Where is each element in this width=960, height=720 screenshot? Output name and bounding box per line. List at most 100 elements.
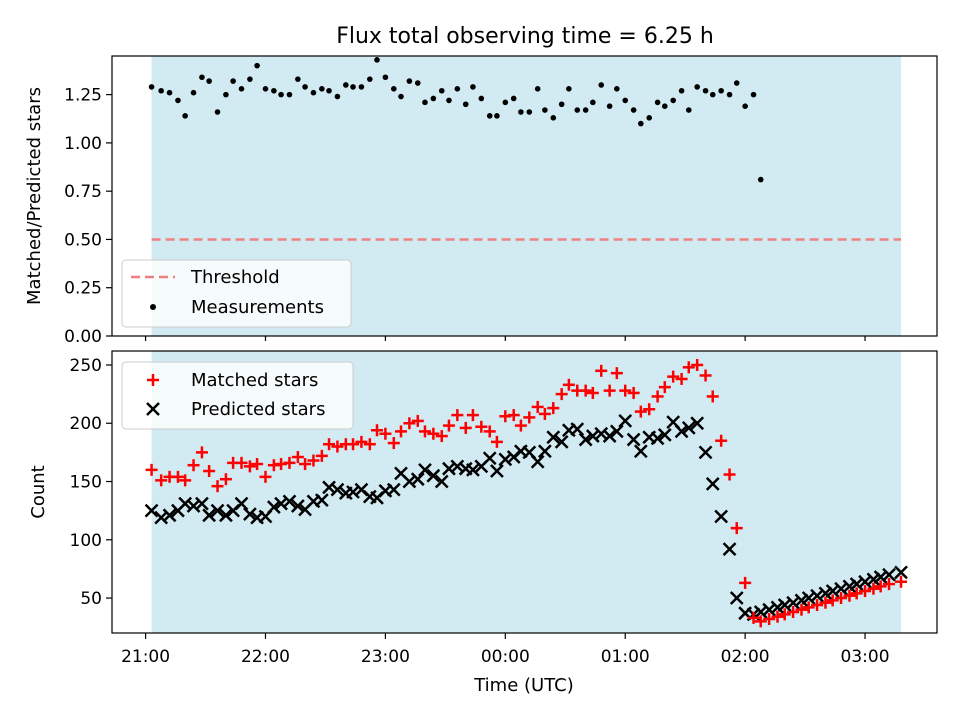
matched-star-point [243, 460, 256, 473]
matched-star-point [771, 610, 784, 623]
matched-star-point [562, 378, 575, 391]
matched-star-point [579, 384, 592, 397]
matched-star-point [211, 480, 224, 493]
measurement-point [598, 82, 605, 88]
matched-star-point [619, 384, 632, 397]
predicted-star-point [498, 452, 513, 467]
measurement-point [326, 87, 332, 94]
predicted-star-point [162, 508, 177, 523]
predicted-star-point [873, 570, 888, 584]
measurement-point [685, 107, 692, 113]
measurement-point [350, 84, 356, 90]
top-legend: Threshold Measurements [121, 259, 352, 328]
matched-star-point [699, 369, 712, 382]
measurement-point [190, 89, 197, 96]
predicted-star-point [578, 432, 593, 447]
matched-star-point [259, 470, 272, 483]
matched-star-point [691, 358, 704, 371]
matched-star-point [595, 364, 608, 377]
measurement-point [271, 87, 277, 94]
matched-star-point [466, 409, 479, 422]
matched-star-point [418, 425, 431, 438]
matched-star-point [739, 576, 752, 589]
predicted-star-point [786, 595, 800, 610]
y-tick-label: 250 [70, 356, 102, 376]
matched-star-point [514, 419, 527, 432]
measurement-point [510, 95, 517, 102]
measurement-point [694, 84, 700, 90]
measurement-point [582, 107, 589, 113]
x-tick-label: 02:00 [721, 647, 770, 667]
predicted-star-point [882, 567, 896, 582]
matched-star-point [187, 459, 200, 472]
matched-star-point [427, 427, 440, 440]
matched-star-point [475, 420, 488, 433]
measurement-point [199, 74, 205, 81]
top-axes-frame [111, 55, 938, 337]
measurement-point [630, 107, 637, 113]
bottom-legend: Matched stars Predicted stars [121, 361, 354, 430]
predicted-star-point [490, 464, 504, 478]
matched-star-point [299, 458, 312, 471]
predicted-star-point [554, 435, 569, 449]
predicted-star-point [266, 500, 281, 515]
x-tick-label: 23:00 [361, 647, 410, 667]
matched-star-point [363, 438, 376, 451]
measurement-point [733, 80, 740, 86]
matched-star-point [219, 473, 232, 486]
measurement-point [558, 101, 565, 108]
measurement-point [462, 101, 469, 108]
matched-star-point [643, 403, 656, 416]
legend-matched-label: Matched stars [191, 370, 318, 391]
predicted-star-point [698, 445, 713, 460]
legend-threshold-label: Threshold [190, 267, 280, 288]
predicted-star-point [346, 485, 360, 499]
predicted-star-point [442, 461, 456, 476]
bottom-panel: 50 100 150 200 250 21:00 22:00 23:00 00:00 01:00… [28, 350, 938, 696]
matched-star-point [291, 451, 304, 464]
measurement-point [614, 86, 620, 92]
x-tick-label: 22:00 [241, 647, 290, 667]
predicted-star-point [801, 591, 816, 605]
legend-measurements-swatch [150, 304, 156, 310]
matched-star-point [811, 599, 824, 612]
matched-star-point [379, 427, 392, 440]
measurement-point [478, 95, 485, 102]
predicted-star-point [609, 424, 624, 439]
predicted-star-point [195, 496, 209, 511]
matched-star-point [435, 430, 448, 443]
predicted-star-point [314, 493, 329, 508]
predicted-star-point [729, 591, 744, 605]
measurement-point [182, 113, 188, 119]
predicted-star-point [243, 507, 257, 522]
measurement-point [310, 89, 317, 96]
matched-star-point [787, 606, 800, 619]
measurement-point [278, 91, 284, 98]
matched-star-point [323, 438, 336, 451]
matched-star-point [179, 474, 192, 487]
predicted-star-point [650, 431, 665, 446]
matched-star-point [555, 388, 568, 401]
matched-star-point [867, 582, 880, 595]
matched-star-point [651, 390, 664, 403]
measurement-point [166, 89, 173, 96]
y-tick-label: 1.25 [64, 86, 102, 106]
predicted-star-point [674, 424, 689, 439]
predicted-star-point [330, 482, 345, 497]
matched-star-point [547, 402, 560, 415]
measurement-point [486, 113, 493, 119]
matched-star-point [347, 438, 360, 451]
predicted-star-point [546, 430, 561, 445]
legend-measurements-label: Measurements [191, 297, 324, 318]
measurement-point [158, 87, 164, 94]
predicted-star-point [482, 451, 497, 466]
x-tick-label: 21:00 [121, 647, 170, 667]
x-tick-label: 01:00 [601, 647, 650, 667]
measurement-point [414, 80, 421, 86]
matched-star-point [763, 613, 776, 626]
y-tick-label: 0.50 [64, 230, 102, 250]
measurement-point [454, 86, 461, 92]
matched-star-point [874, 580, 887, 593]
measurement-point [470, 84, 476, 90]
matched-star-point [850, 587, 863, 600]
